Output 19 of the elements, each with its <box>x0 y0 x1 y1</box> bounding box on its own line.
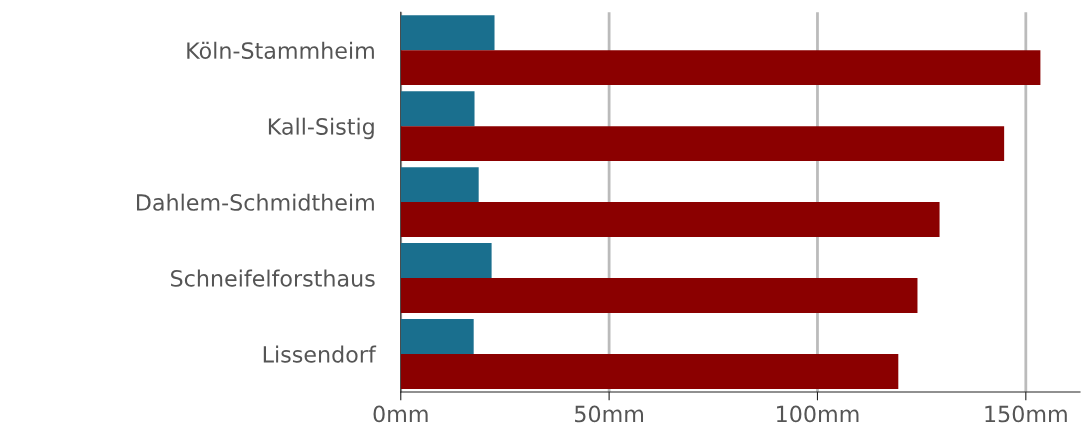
x-tick-label: 100mm <box>777 405 859 423</box>
bar <box>400 50 1041 86</box>
bar <box>400 353 899 389</box>
x-tick-label: 150mm <box>985 405 1067 423</box>
y-tick-label: Kall-Sistig <box>268 117 374 140</box>
bar <box>400 15 495 51</box>
y-tick-label: Schneifelforsthaus <box>171 269 375 287</box>
bar <box>400 91 475 127</box>
y-tick-label: Lissendorf <box>263 345 377 363</box>
x-tick-label: 50mm <box>575 405 644 423</box>
bar <box>400 167 479 203</box>
y-tick-label: Köln-Stammheim <box>187 41 374 59</box>
bar <box>400 319 474 354</box>
bar <box>400 243 492 279</box>
bar <box>400 278 918 313</box>
bar <box>400 126 1005 162</box>
x-tick-label: 0mm <box>373 405 428 423</box>
bar <box>400 202 940 238</box>
y-tick-label: Dahlem-Schmidtheim <box>137 193 374 211</box>
